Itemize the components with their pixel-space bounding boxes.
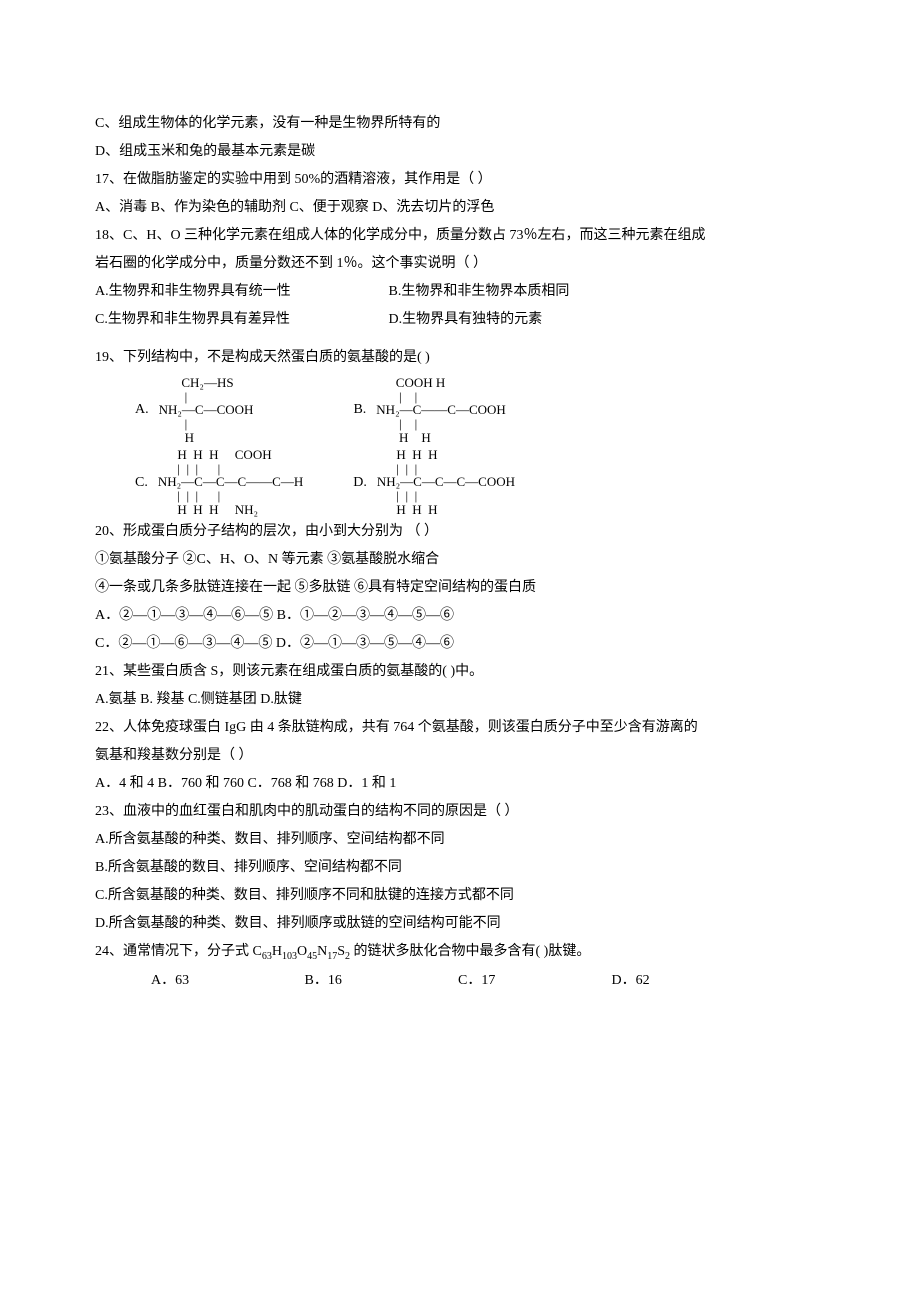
pre-option-c: C、组成生物体的化学元素，没有一种是生物界所特有的 [95, 110, 825, 138]
pre-option-d: D、组成玉米和兔的最基本元素是碳 [95, 138, 825, 166]
q18-stem-2: 岩石圈的化学成分中，质量分数还不到 1％。这个事实说明（ ） [95, 250, 825, 278]
q23-opt-b: B.所含氨基酸的数目、排列顺序、空间结构都不同 [95, 854, 825, 882]
q19-label-d: D. [353, 475, 377, 490]
spacer [95, 334, 825, 344]
q22-stem-1: 22、人体免疫球蛋白 IgG 由 4 条肽链构成，共有 764 个氨基酸，则该蛋… [95, 714, 825, 742]
q22-stem-2: 氨基和羧基数分别是（ ） [95, 742, 825, 770]
q19-struct-b: COOH H | | NH₂—C——C—COOH | | H H [376, 376, 506, 444]
q24-o: O [297, 944, 307, 959]
q24-stem-post: 的链状多肽化合物中最多含有( )肽键。 [350, 944, 590, 959]
q20-opts-ab: A．②―①―③―④―⑥―⑤ B．①―②―③―④―⑤―⑥ [95, 602, 825, 630]
q23-stem: 23、血液中的血红蛋白和肌肉中的肌动蛋白的结构不同的原因是（ ） [95, 798, 825, 826]
q24-opt-d: D．62 [612, 967, 650, 995]
q20-opts-cd: C．②―①―⑥―③―④―⑤ D．②―①―③―⑤―④―⑥ [95, 630, 825, 658]
q19-struct-c: H H H COOH | | | | NH₂—C—C—C——C—H | | | … [158, 448, 303, 516]
q18-opt-b: B.生物界和非生物界本质相同 [389, 284, 570, 299]
q24-stem-pre: 24、通常情况下，分子式 C [95, 944, 262, 959]
q22-options: A．4 和 4 B．760 和 760 C．768 和 768 D．1 和 1 [95, 770, 825, 798]
q21-stem: 21、某些蛋白质含 S，则该元素在组成蛋白质的氨基酸的( )中。 [95, 658, 825, 686]
q24-h: H [272, 944, 282, 959]
q21-options: A.氨基 B. 羧基 C.侧链基团 D.肽键 [95, 686, 825, 714]
exam-page: C、组成生物体的化学元素，没有一种是生物界所特有的 D、组成玉米和兔的最基本元素… [0, 0, 920, 1302]
q19-label-c: C. [135, 475, 158, 490]
q24-sub-2: 103 [282, 951, 297, 962]
q19-row-2: C. H H H COOH | | | | NH₂—C—C—C——C—H | |… [95, 448, 825, 516]
q18-row-cd: C.生物界和非生物界具有差异性 D.生物界具有独特的元素 [95, 306, 825, 334]
q20-line-2: ①氨基酸分子 ②C、H、O、N 等元素 ③氨基酸脱水缩合 [95, 546, 825, 574]
q19-struct-d: H H H | | | NH₂—C—C—C—COOH | | | H H H [377, 448, 515, 516]
q18-opt-c: C.生物界和非生物界具有差异性 [95, 306, 385, 334]
q24-options: A．63 B．16 C．17 D．62 [95, 967, 825, 995]
q24-sub-3: 45 [307, 951, 317, 962]
q24-stem: 24、通常情况下，分子式 C63H103O45N17S2 的链状多肽化合物中最多… [95, 938, 825, 967]
q20-line-3: ④一条或几条多肽链连接在一起 ⑤多肽链 ⑥具有特定空间结构的蛋白质 [95, 574, 825, 602]
q24-opt-c: C．17 [458, 967, 608, 995]
q19-stem: 19、下列结构中，不是构成天然蛋白质的氨基酸的是( ) [95, 344, 825, 372]
q23-opt-c: C.所含氨基酸的种类、数目、排列顺序不同和肽键的连接方式都不同 [95, 882, 825, 910]
q18-opt-a: A.生物界和非生物界具有统一性 [95, 278, 385, 306]
q19-struct-a: CH₂—HS | NH₂—C—COOH | H [159, 376, 254, 444]
q24-opt-b: B．16 [305, 967, 455, 995]
q23-opt-d: D.所含氨基酸的种类、数目、排列顺序或肽链的空间结构可能不同 [95, 910, 825, 938]
q24-opt-a: A．63 [151, 967, 301, 995]
q18-row-ab: A.生物界和非生物界具有统一性 B.生物界和非生物界本质相同 [95, 278, 825, 306]
q19-label-b: B. [353, 402, 376, 417]
q19-row-1: A. CH₂—HS | NH₂—C—COOH | H B. COOH H | |… [95, 376, 825, 444]
q19-label-a: A. [135, 402, 159, 417]
q24-sub-4: 17 [327, 951, 337, 962]
q18-stem-1: 18、C、H、O 三种化学元素在组成人体的化学成分中，质量分数占 73％左右，而… [95, 222, 825, 250]
q18-opt-d: D.生物界具有独特的元素 [389, 312, 543, 327]
q17-stem: 17、在做脂肪鉴定的实验中用到 50%的酒精溶液，其作用是（ ） [95, 166, 825, 194]
q17-options: A、消毒 B、作为染色的辅助剂 C、便于观察 D、洗去切片的浮色 [95, 194, 825, 222]
q24-s: S [337, 944, 345, 959]
q24-sub-1: 63 [262, 951, 272, 962]
q20-stem: 20、形成蛋白质分子结构的层次，由小到大分别为 （ ） [95, 518, 825, 546]
q24-n: N [317, 944, 327, 959]
q23-opt-a: A.所含氨基酸的种类、数目、排列顺序、空间结构都不同 [95, 826, 825, 854]
